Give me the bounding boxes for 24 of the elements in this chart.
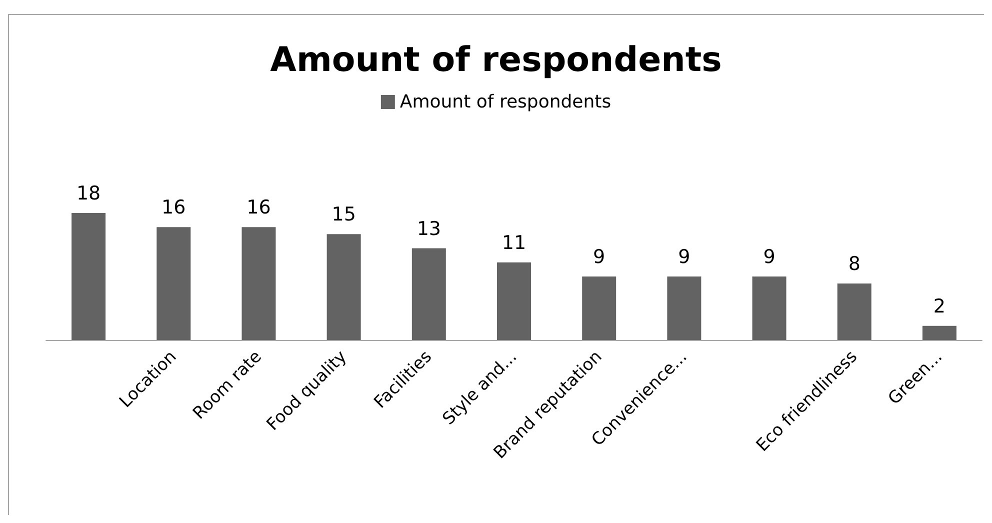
data-label: 9 — [763, 246, 776, 268]
data-label: 2 — [933, 295, 946, 318]
data-label: 11 — [502, 232, 526, 254]
bar — [752, 276, 786, 340]
chart-title: Amount of respondents — [270, 40, 722, 80]
bar — [156, 227, 191, 340]
data-label: 8 — [848, 253, 860, 276]
data-label: 16 — [246, 196, 271, 219]
data-label: 18 — [76, 182, 101, 204]
bar — [837, 284, 872, 340]
bar — [582, 276, 616, 340]
bar — [326, 234, 361, 340]
legend-label: Amount of respondents — [400, 92, 612, 112]
data-label: 13 — [416, 218, 442, 240]
data-label: 16 — [162, 196, 186, 219]
bar — [497, 262, 531, 340]
bar — [242, 227, 276, 340]
bar — [922, 326, 956, 340]
data-label: 9 — [593, 246, 606, 268]
bar — [72, 213, 106, 340]
data-label: 9 — [678, 246, 690, 268]
bar — [412, 248, 446, 340]
data-label: 15 — [332, 204, 356, 226]
bar — [667, 276, 702, 340]
